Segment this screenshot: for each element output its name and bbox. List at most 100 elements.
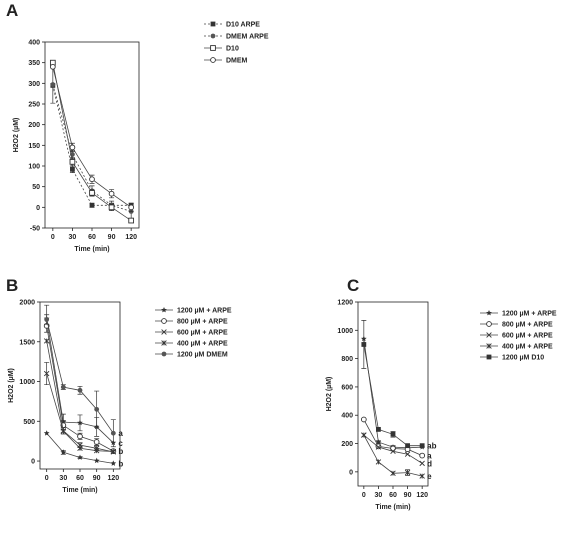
panel-a-ytick-label: 400 [28, 40, 40, 47]
panel-c-annotation: e [427, 472, 432, 481]
panel-c-data-point [360, 416, 367, 423]
panel-a-ytick-label: -50 [30, 226, 40, 233]
panel-c-data-point [361, 342, 367, 347]
panel-a: A -50 0 50 100 150 200 250 300 350 400 0 30 60 90 120 Ti… [6, 1, 269, 253]
panel-b-ytick-label: 1500 [19, 339, 35, 346]
panel-c-data-point [375, 459, 382, 465]
panel-c-data-point [376, 426, 381, 432]
panel-a-data-point [69, 159, 76, 165]
panel-a-ytick-label: 200 [28, 122, 40, 129]
panel-c-data-point [419, 452, 426, 459]
panel-a-data-point [70, 166, 75, 172]
panel-b: B 0 500 1000 1500 2000 0 30 60 90 120 Time (min) H2O… [6, 276, 232, 494]
panel-c-annotation: ab [427, 442, 436, 451]
panel-b-xtick-label: 30 [59, 475, 67, 482]
panel-b-data-point [77, 433, 83, 440]
panel-c-ytick-label: 1000 [337, 328, 353, 335]
panel-a-y-axis-label: H2O2 (µM) [13, 118, 20, 153]
panel-a-series-2 [50, 65, 134, 221]
panel-c-series-4 [361, 432, 425, 479]
panel-b-xtick-label: 0 [45, 475, 49, 482]
panel-c-legend-marker [486, 332, 492, 338]
panel-a-series-line [52, 62, 132, 221]
panel-a-data-point [89, 202, 95, 208]
panel-b-legend-label: 1200 µM DMEM [177, 352, 228, 359]
panel-b-ytick-label: 2000 [19, 300, 35, 307]
panel-a-ytick-label: 150 [28, 143, 40, 150]
panel-c-xtick-label: 60 [389, 492, 397, 499]
panel-b-legend-marker [161, 329, 167, 335]
panel-b-annotation: a [118, 429, 123, 438]
panel-a-letter: A [6, 1, 18, 20]
panel-b-legend-label: 1200 µM + ARPE [177, 308, 232, 315]
panel-b-data-point [93, 457, 100, 464]
panel-c-data-point [419, 460, 425, 467]
panel-c: C 0 200 400 600 800 1000 1200 0 30 60 90 120 Time (mi… [326, 276, 557, 511]
panel-c-data-point [390, 470, 396, 476]
panel-c-data-point [404, 451, 411, 457]
panel-c-x-axis-label: Time (min) [375, 504, 410, 511]
panel-b-annotation: b [118, 459, 123, 468]
panel-b-series-4 [43, 338, 117, 455]
panel-b-legend-label: 400 µM + ARPE [177, 341, 228, 348]
panel-b-data-point [77, 419, 83, 426]
panel-a-legend-marker [210, 33, 216, 39]
panel-a-xtick-label: 30 [69, 234, 77, 241]
panel-b-data-point [93, 439, 100, 445]
panel-c-legend-label: 600 µM + ARPE [502, 333, 553, 340]
panel-c-legend: 1200 µM + ARPE 800 µM + ARPE 600 µM + ARPE… [480, 310, 557, 362]
panel-c-legend-label: 1200 µM D10 [502, 355, 544, 362]
panel-c-annotation: d [427, 459, 432, 468]
panel-c-data-point [361, 432, 367, 438]
panel-a-legend-label: D10 ARPE [226, 22, 260, 29]
panel-a-data-point [89, 176, 95, 183]
panel-a-xtick-label: 120 [125, 234, 137, 241]
panel-b-data-point [77, 445, 83, 452]
panel-c-ytick-label: 600 [341, 384, 353, 391]
panel-b-data-point [60, 428, 67, 434]
panel-c-axes [357, 301, 429, 487]
panel-c-series-2 [360, 416, 426, 459]
panel-b-data-point [43, 430, 50, 436]
panel-b-data-point [110, 430, 116, 436]
panel-b-data-point [60, 449, 67, 455]
panel-b-data-point [43, 338, 50, 344]
panel-b-data-point [60, 384, 66, 390]
panel-c-series-line [363, 434, 423, 477]
panel-b-legend-marker [161, 307, 167, 313]
panel-a-ytick-label: 300 [28, 81, 40, 88]
panel-a-legend-marker [210, 45, 216, 51]
panel-c-legend-label: 800 µM + ARPE [502, 322, 553, 329]
panel-b-legend-label: 800 µM + ARPE [177, 319, 228, 326]
panel-b-xtick-label: 120 [107, 475, 119, 482]
panel-c-data-point [404, 469, 411, 476]
panel-a-axes [44, 41, 140, 229]
panel-b-data-point [93, 447, 100, 454]
panel-a-ytick-label: 100 [28, 164, 40, 171]
panel-c-xtick-label: 0 [362, 492, 366, 499]
panel-a-data-point [49, 63, 56, 70]
panel-c-legend-marker [486, 310, 492, 316]
panel-a-ytick-label: 50 [32, 184, 40, 191]
panel-c-legend-label: 400 µM + ARPE [502, 344, 553, 351]
panel-a-ytick-label: 0 [36, 205, 40, 212]
panel-c-ytick-label: 1200 [337, 300, 353, 307]
panel-c-data-point [375, 443, 382, 450]
panel-c-legend-marker [486, 321, 492, 327]
panel-b-annotation: b [118, 447, 123, 456]
panel-b-data-point [110, 448, 117, 455]
panel-b-ytick-label: 0 [31, 459, 35, 466]
panel-c-ytick-label: 400 [341, 413, 353, 420]
panel-b-data-point [43, 370, 50, 377]
panel-b-legend-marker [161, 318, 167, 324]
panel-c-data-point [419, 473, 425, 479]
panel-a-xtick-label: 90 [108, 234, 116, 241]
panel-a-legend-marker [210, 21, 216, 27]
panel-b-ytick-label: 500 [23, 419, 35, 426]
panel-a-series-line [52, 85, 132, 206]
panel-c-y-axis-label: H2O2 (µM) [326, 377, 333, 412]
panel-a-data-point [128, 204, 135, 211]
panel-a-xtick-label: 0 [51, 234, 55, 241]
panel-a-legend-label: D10 [226, 46, 239, 53]
